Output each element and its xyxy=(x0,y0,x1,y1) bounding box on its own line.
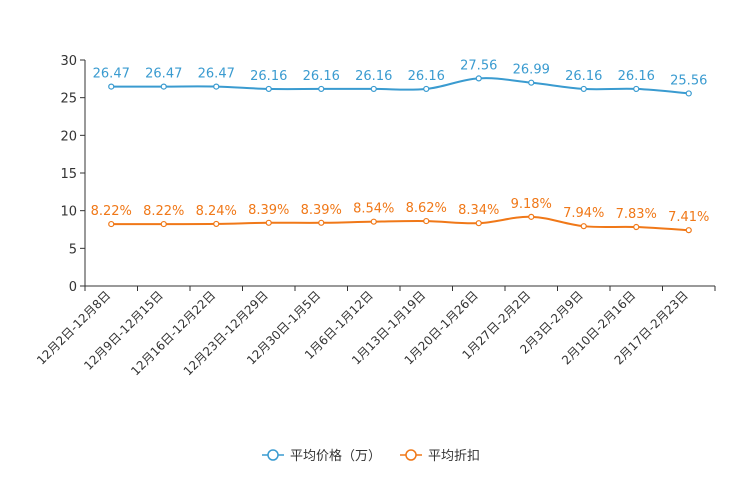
data-point xyxy=(423,217,430,225)
data-label: 26.16 xyxy=(618,69,655,84)
data-point xyxy=(423,85,430,93)
data-label: 8.24% xyxy=(196,204,237,219)
legend-item-avg-discount[interactable]: 平均折扣 xyxy=(400,449,480,464)
data-label: 7.94% xyxy=(563,206,604,221)
data-label: 26.16 xyxy=(408,69,445,84)
data-point xyxy=(265,85,272,93)
legend-label: 平均价格（万） xyxy=(290,448,381,464)
y-tick-label: 20 xyxy=(60,129,77,144)
data-point xyxy=(580,85,587,93)
legend-marker xyxy=(405,449,417,461)
legend-item-avg-price[interactable]: 平均价格（万） xyxy=(262,448,381,464)
data-label: 7.83% xyxy=(616,207,657,222)
data-point xyxy=(318,85,325,93)
data-point xyxy=(633,85,640,93)
data-point xyxy=(528,79,535,86)
data-label: 26.16 xyxy=(303,69,340,84)
data-label: 26.16 xyxy=(355,69,392,84)
data-point xyxy=(370,218,377,225)
data-label: 8.22% xyxy=(143,204,184,219)
data-label: 7.41% xyxy=(668,210,709,225)
axes xyxy=(84,60,715,287)
data-point xyxy=(685,90,692,97)
y-tick-label: 0 xyxy=(69,280,77,295)
data-label: 26.47 xyxy=(145,67,182,82)
series-line xyxy=(111,77,689,95)
data-point xyxy=(370,85,377,93)
data-point xyxy=(213,83,220,90)
legend-marker xyxy=(267,449,279,461)
series-group: 26.47 26.47 26.47 26.16 26.16 26.16 26.16 27.56… xyxy=(91,58,709,234)
series-avg-discount: 8.22% 8.22% 8.24% 8.39% 8.39% 8.54% 8.62% 8.34%… xyxy=(91,197,709,234)
data-point xyxy=(213,220,220,228)
data-label: 25.56 xyxy=(670,73,707,88)
series-avg-price: 26.47 26.47 26.47 26.16 26.16 26.16 26.16 27.56… xyxy=(93,58,707,97)
data-point xyxy=(685,227,692,234)
data-point xyxy=(633,223,640,231)
y-tick-label: 15 xyxy=(60,167,77,182)
y-axis-ticks: 0 5 10 15 20 25 30 xyxy=(60,54,85,295)
data-point xyxy=(475,220,482,227)
y-tick-label: 5 xyxy=(69,242,77,257)
data-point xyxy=(108,83,115,90)
data-label: 8.54% xyxy=(353,202,394,217)
data-point xyxy=(528,213,535,220)
data-point xyxy=(318,219,325,226)
legend-label: 平均折扣 xyxy=(428,449,480,464)
data-point xyxy=(160,83,167,90)
legend[interactable]: 平均价格（万） 平均折扣 xyxy=(262,448,480,464)
data-label: 26.47 xyxy=(198,67,235,82)
data-label: 8.39% xyxy=(301,203,342,218)
y-tick-label: 30 xyxy=(60,54,77,69)
data-point xyxy=(265,219,272,226)
series-line xyxy=(111,215,689,232)
data-label: 8.62% xyxy=(406,201,447,216)
data-point xyxy=(160,220,167,228)
y-tick-label: 10 xyxy=(60,205,77,220)
data-point xyxy=(108,220,115,228)
data-label: 26.16 xyxy=(250,69,287,84)
data-label: 8.39% xyxy=(248,203,289,218)
y-tick-label: 25 xyxy=(60,92,77,107)
data-label: 8.34% xyxy=(458,203,499,218)
data-label: 27.56 xyxy=(460,58,497,73)
data-point xyxy=(475,75,482,82)
data-label: 26.16 xyxy=(565,69,602,84)
x-axis-ticks: 12月2日-12月8日12月9日-12月15日12月16日-12月22日12月2… xyxy=(34,286,716,378)
data-label: 26.99 xyxy=(513,63,550,78)
data-label: 8.22% xyxy=(91,204,132,219)
data-label: 9.18% xyxy=(511,197,552,212)
data-label: 26.47 xyxy=(93,67,130,82)
data-point xyxy=(580,223,587,230)
